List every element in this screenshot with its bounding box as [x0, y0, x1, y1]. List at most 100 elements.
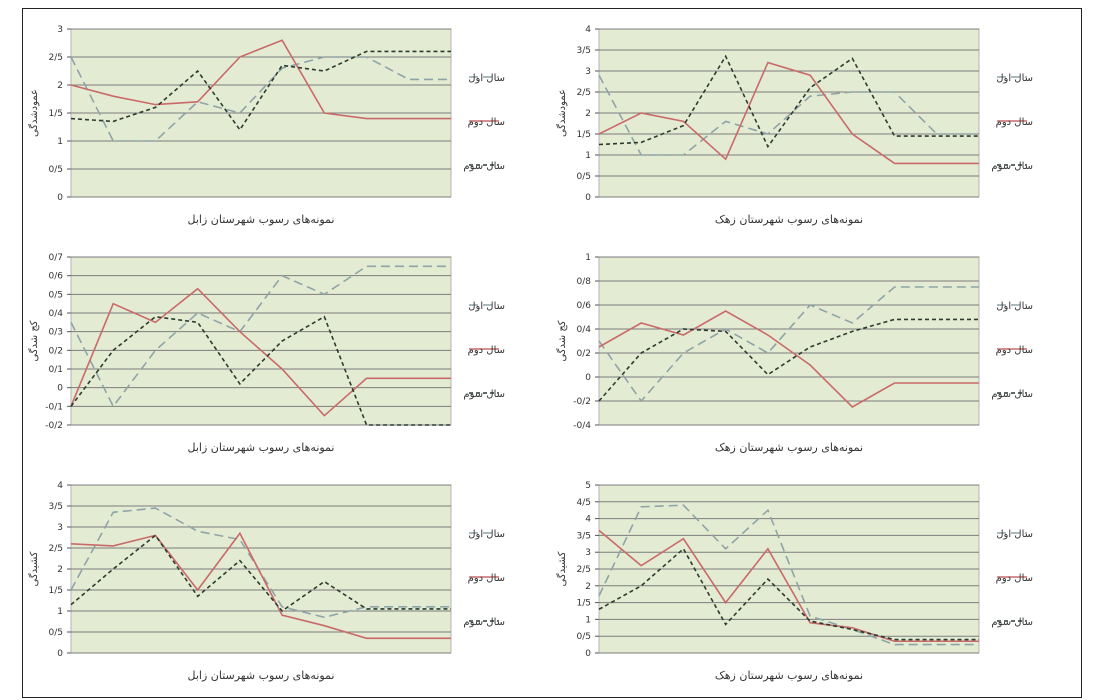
- x-axis-label: نمونه‌های رسوب شهرستان زابل: [188, 213, 335, 226]
- series-line: [598, 547, 979, 641]
- legend-third-year: سال سوم: [991, 617, 1033, 628]
- chart-skewness-zabol: -0/2 -0/1 0 0/1 0/2 0/3 0/4 0/5 0/6 0/7 نمونه‌های …: [23, 237, 543, 463]
- y-tick-label: 2: [57, 81, 63, 91]
- y-tick-label: 0/4: [49, 309, 64, 319]
- legend-first-year: سال اول: [996, 73, 1033, 84]
- y-tick-label: 0/7: [49, 253, 63, 263]
- legend-second-year: سال دوم: [996, 345, 1033, 356]
- series-line: [598, 54, 979, 149]
- x-axis-label: نمونه‌های رسوب شهرستان زهک: [715, 213, 863, 226]
- y-axis-label: کج شدگی: [28, 320, 40, 361]
- series-line: [70, 39, 451, 120]
- y-axis-label: کشیدگی: [556, 551, 568, 586]
- y-tick-label: 0/5: [49, 628, 63, 638]
- y-tick-label: 0/3: [49, 328, 63, 338]
- y-tick-label: 3: [585, 548, 591, 558]
- series-line: [70, 50, 451, 132]
- legend-second-year: سال دوم: [468, 573, 505, 584]
- y-tick-label: 0: [57, 384, 63, 394]
- y-tick-label: 0: [585, 373, 591, 383]
- y-tick-label: 3: [585, 67, 591, 77]
- y-tick-label: 0/6: [49, 272, 64, 282]
- y-tick-label: 1: [57, 137, 63, 147]
- x-axis-label: نمونه‌های رسوب شهرستان زهک: [715, 669, 863, 682]
- chart-kurtosis-zahak: 0 0/5 1 1/5 2 2/5 3 3/5 4 4/5 5 نمونه‌های رسوب شهرس…: [551, 465, 1071, 691]
- y-tick-label: 0: [585, 193, 591, 203]
- y-tick-label: 4/5: [577, 498, 591, 508]
- legend-first-year: سال اول: [468, 301, 505, 312]
- y-tick-label: 2/5: [577, 565, 591, 575]
- y-axis-label: عمودشدگی: [28, 89, 40, 137]
- y-tick-label: 2: [585, 582, 591, 592]
- y-tick-label: 4: [585, 25, 591, 35]
- y-tick-label: 1/5: [577, 599, 591, 609]
- legend-third-year: سال سوم: [463, 617, 505, 628]
- plot-area: [598, 256, 980, 426]
- y-tick-label: 1/5: [49, 109, 63, 119]
- legend-second-year: سال دوم: [996, 117, 1033, 128]
- x-axis-label: نمونه‌های رسوب شهرستان زابل: [188, 441, 335, 454]
- legend-second-year: سال دوم: [468, 117, 505, 128]
- y-tick-label: 0/4: [577, 325, 592, 335]
- y-tick-label: 0/5: [577, 172, 591, 182]
- chart-kurtosis-zabol-vertical: 0 0/5 1 1/5 2 2/5 3 نمونه‌های رسوب شهرستان زابل…: [23, 9, 543, 235]
- chart-skewness-zahak: -0/4 -0/2 0 0/2 0/4 0/6 0/8 1 نمونه‌های رسوب شهر…: [551, 237, 1071, 463]
- legend-third-year: سال سوم: [991, 161, 1033, 172]
- legend-first-year: سال اول: [996, 301, 1033, 312]
- legend-second-year: سال دوم: [996, 573, 1033, 584]
- series-line: [70, 287, 451, 417]
- legend-first-year: سال اول: [468, 529, 505, 540]
- series-line: [598, 286, 979, 403]
- chart-kurtosis-zabol: 0 0/5 1 1/5 2 2/5 3 3/5 4 نمونه‌های رسوب شهرستان …: [23, 465, 543, 691]
- legend-second-year: سال دوم: [468, 345, 505, 356]
- y-tick-label: -0/4: [573, 421, 591, 431]
- series-line: [598, 504, 979, 646]
- series-line: [598, 61, 979, 165]
- y-tick-label: 0: [57, 649, 63, 659]
- y-tick-label: -0/1: [45, 402, 63, 412]
- y-tick-label: -0/2: [573, 397, 591, 407]
- y-tick-label: 5: [585, 481, 591, 491]
- y-tick-label: 1: [57, 607, 63, 617]
- series-line: [70, 507, 451, 619]
- legend-first-year: سال اول: [996, 529, 1033, 540]
- x-axis-label: نمونه‌های رسوب شهرستان زهک: [715, 441, 863, 454]
- series-line: [70, 56, 451, 142]
- y-tick-label: 1/5: [577, 130, 591, 140]
- y-tick-label: 0/1: [49, 365, 63, 375]
- legend-third-year: سال سوم: [463, 389, 505, 400]
- y-tick-label: 1: [585, 253, 591, 263]
- y-tick-label: 2/5: [577, 88, 591, 98]
- y-tick-label: 3/5: [49, 502, 63, 512]
- chart-kurtosis-zahak-vertical: 0 0/5 1 1/5 2 2/5 3 3/5 4 نمونه‌های رسوب شهرستان …: [551, 9, 1071, 235]
- y-tick-label: 4: [585, 515, 591, 525]
- series-line: [70, 531, 451, 640]
- legend-third-year: سال سوم: [463, 161, 505, 172]
- y-tick-label: 0: [57, 193, 63, 203]
- y-tick-label: 0/5: [49, 165, 63, 175]
- y-tick-label: 0/2: [577, 349, 591, 359]
- y-tick-label: 4: [57, 481, 63, 491]
- plot-area: [70, 256, 452, 426]
- y-tick-label: 3: [57, 25, 63, 35]
- y-tick-label: 3/5: [577, 46, 591, 56]
- y-tick-label: 1/5: [49, 586, 63, 596]
- y-tick-label: 1: [585, 151, 591, 161]
- y-axis-label: عمودشدگی: [556, 89, 568, 137]
- y-tick-label: 1: [585, 615, 591, 625]
- series-line: [598, 74, 979, 156]
- x-axis-label: نمونه‌های رسوب شهرستان زابل: [188, 669, 335, 682]
- series-line: [598, 318, 979, 402]
- y-tick-label: 0/5: [49, 290, 63, 300]
- y-tick-label: 2: [57, 565, 63, 575]
- series-line: [70, 265, 451, 408]
- figure-frame: 0 0/5 1 1/5 2 2/5 3 نمونه‌های رسوب شهرستان زابل…: [22, 8, 1082, 698]
- y-tick-label: 3: [57, 523, 63, 533]
- y-tick-label: 2: [585, 109, 591, 119]
- y-axis-label: کج شدگی: [556, 320, 568, 361]
- y-tick-label: 0/2: [49, 346, 63, 356]
- y-axis-label: کشیدگی: [28, 551, 40, 586]
- y-tick-label: 0: [585, 649, 591, 659]
- y-tick-label: 0/5: [577, 632, 591, 642]
- legend-third-year: سال سوم: [991, 389, 1033, 400]
